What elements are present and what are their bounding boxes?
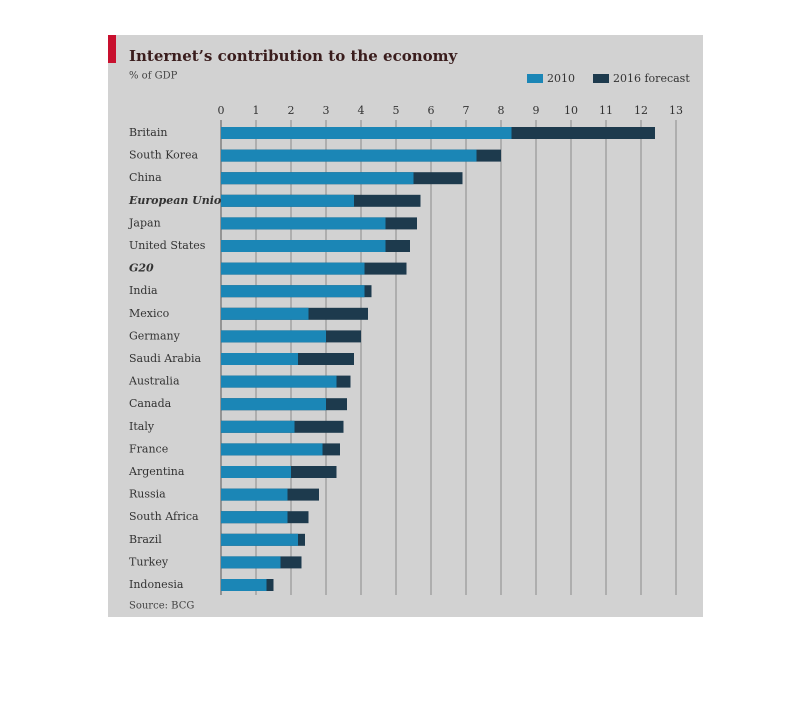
category-label: Russia [129,488,166,501]
x-tick-label: 2 [288,104,295,117]
x-tick-label: 5 [393,104,400,117]
x-tick-label: 0 [218,104,225,117]
category-label: France [129,442,168,455]
x-tick-label: 9 [533,104,540,117]
category-label: Mexico [129,307,170,320]
category-label: Argentina [128,465,185,478]
x-tick-label: 13 [669,104,683,117]
category-label: Saudi Arabia [129,352,202,365]
category-label: European Union [128,194,229,207]
x-tick-label: 6 [428,104,435,117]
bar [221,127,512,139]
bar [221,330,326,343]
category-label: Italy [129,420,155,433]
x-tick-label: 7 [463,104,470,117]
bar [221,420,295,433]
bar [221,579,267,591]
chart-subtitle: % of GDP [129,71,178,82]
bar [221,262,365,275]
bar [221,533,298,546]
category-label: Canada [129,397,172,410]
bar [221,172,414,185]
x-tick-label: 10 [564,104,578,117]
category-label: China [129,171,162,184]
bar [221,375,337,388]
legend-swatch [527,74,543,83]
legend-label: 2016 forecast [613,72,690,85]
x-tick-label: 3 [323,104,330,117]
bar [221,488,288,501]
bar [221,443,323,456]
bar [221,511,288,524]
bar [221,240,386,252]
category-label: United States [129,239,206,252]
bar [221,556,281,569]
category-label: South Korea [129,149,199,162]
bar [221,466,291,478]
source: Source: BCG [129,601,194,612]
bar [221,353,298,365]
legend-label: 2010 [547,72,575,85]
bar [221,217,386,230]
category-label: Turkey [129,555,169,568]
category-label: Germany [129,329,181,342]
legend-swatch [593,74,609,83]
category-label: Brazil [129,533,162,546]
bar [221,285,365,298]
category-label: South Africa [129,510,199,523]
x-tick-label: 1 [253,104,260,117]
category-label: Australia [128,375,180,388]
bar [221,194,354,207]
chart-background [108,35,703,617]
x-tick-label: 11 [599,104,613,117]
category-label: G20 [129,262,154,275]
x-tick-label: 8 [498,104,505,117]
category-label: Britain [129,126,167,139]
category-label: Indonesia [129,578,184,591]
chart-title: Internet’s contribution to the economy [129,47,459,65]
x-tick-label: 12 [634,104,648,117]
category-label: Japan [128,216,161,229]
bar [221,307,309,320]
bar [221,398,326,411]
accent-block [108,35,116,63]
category-label: India [129,284,158,297]
x-tick-label: 4 [358,104,365,117]
bar [221,149,477,162]
